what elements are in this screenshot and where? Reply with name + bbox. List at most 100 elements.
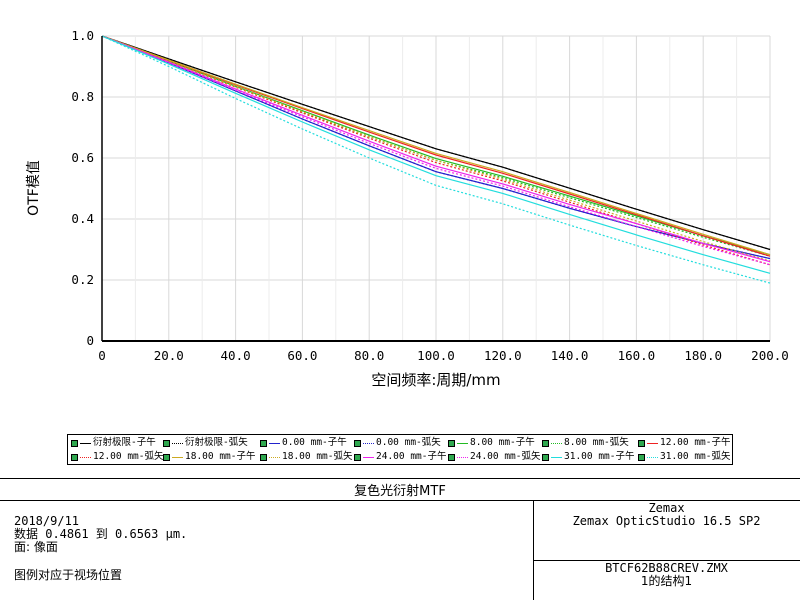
info-panel xyxy=(0,478,800,600)
legend-item: 衍射极限-弧矢 xyxy=(163,436,248,450)
legend-item: 31.00 mm-子午 xyxy=(542,450,634,464)
plot-curves xyxy=(101,35,771,284)
divider xyxy=(0,500,800,501)
config-text: 1的结构1 xyxy=(640,574,693,588)
legend-swatch xyxy=(647,442,658,444)
legend-item: 24.00 mm-子午 xyxy=(354,450,446,464)
legend-item: 18.00 mm-弧矢 xyxy=(260,450,352,464)
legend-item: 0.00 mm-弧矢 xyxy=(354,436,441,450)
legend-swatch xyxy=(363,442,374,444)
series-line xyxy=(101,35,771,263)
legend-item: 衍射极限-子午 xyxy=(71,436,156,450)
x-tick-labels: 0 20.0 40.0 60.0 80.0 100.0 120.0 140.0 160.0 180… xyxy=(98,348,789,363)
series-line xyxy=(101,35,771,262)
legend-swatch xyxy=(551,442,562,444)
info-right-top: Zemax Zemax OpticStudio 16.5 SP2 xyxy=(533,502,800,528)
legend-item: 0.00 mm-子午 xyxy=(260,436,347,450)
filename-text: BTCF62B88CREV.ZMX xyxy=(605,561,728,575)
y-tick-label: 0.2 xyxy=(71,272,94,287)
legend-checkbox-icon xyxy=(71,453,78,461)
legend-checkbox-icon xyxy=(260,453,267,461)
legend-checkbox-icon xyxy=(542,453,549,461)
legend-item: 8.00 mm-弧矢 xyxy=(542,436,629,450)
legend-item: 12.00 mm-子午 xyxy=(638,436,730,450)
legend-note: 图例对应于视场位置 xyxy=(14,568,123,582)
legend-label: 8.00 mm-子午 xyxy=(470,437,535,448)
legend-checkbox-icon xyxy=(163,439,170,447)
x-tick-label: 0 xyxy=(98,348,106,363)
series-line xyxy=(101,35,771,274)
legend-swatch xyxy=(269,442,280,444)
legend-label: 0.00 mm-弧矢 xyxy=(376,437,441,448)
legend-label: 0.00 mm-子午 xyxy=(282,437,347,448)
legend-swatch xyxy=(647,456,658,458)
series-line xyxy=(101,35,771,266)
legend-swatch xyxy=(172,442,183,444)
legend-swatch xyxy=(457,456,468,458)
series-line xyxy=(101,35,771,251)
y-tick-label: 0 xyxy=(86,333,94,348)
legend-swatch xyxy=(80,442,91,444)
legend-swatch xyxy=(80,456,91,458)
legend-checkbox-icon xyxy=(260,439,267,447)
company-text: Zemax xyxy=(648,501,685,515)
legend-label: 8.00 mm-弧矢 xyxy=(564,437,629,448)
legend-label: 18.00 mm-弧矢 xyxy=(282,451,353,462)
legend-label: 18.00 mm-子午 xyxy=(185,451,256,462)
legend-checkbox-icon xyxy=(542,439,549,447)
legend-label: 衍射极限-弧矢 xyxy=(185,437,248,448)
divider xyxy=(533,500,534,600)
legend-item: 8.00 mm-子午 xyxy=(448,436,535,450)
y-tick-label: 0.8 xyxy=(71,89,94,104)
plot-grid xyxy=(101,35,771,342)
legend-checkbox-icon xyxy=(71,439,78,447)
y-tick-label: 0.4 xyxy=(71,211,94,226)
y-axis-label: OTF模值 xyxy=(26,160,42,216)
wavelength-text: 数据 0.4861 到 0.6563 μm. xyxy=(14,527,188,541)
x-axis-label: 空间频率:周期/mm xyxy=(371,371,500,389)
info-right-bottom: BTCF62B88CREV.ZMX 1的结构1 xyxy=(533,562,800,588)
legend-label: 31.00 mm-弧矢 xyxy=(660,451,731,462)
legend-checkbox-icon xyxy=(163,453,170,461)
legend-item: 12.00 mm-弧矢 xyxy=(71,450,163,464)
legend-label: 31.00 mm-子午 xyxy=(564,451,635,462)
x-tick-label: 40.0 xyxy=(221,348,251,363)
series-line xyxy=(101,35,771,284)
legend-swatch xyxy=(172,456,183,458)
x-tick-label: 100.0 xyxy=(417,348,455,363)
legend-checkbox-icon xyxy=(448,453,455,461)
legend-swatch xyxy=(551,456,562,458)
legend-item: 31.00 mm-弧矢 xyxy=(638,450,730,464)
x-tick-label: 60.0 xyxy=(287,348,317,363)
legend-swatch xyxy=(363,456,374,458)
software-text: Zemax OpticStudio 16.5 SP2 xyxy=(572,514,761,528)
y-tick-label: 0.6 xyxy=(71,150,94,165)
info-left: 2018/9/11 数据 0.4861 到 0.6563 μm. 面: 像面 xyxy=(14,515,187,554)
legend-swatch xyxy=(457,442,468,444)
y-tick-labels: 0 0.2 0.4 0.6 0.8 1.0 xyxy=(71,28,94,348)
legend-label: 衍射极限-子午 xyxy=(93,437,156,448)
legend-checkbox-icon xyxy=(354,453,361,461)
legend-label: 24.00 mm-弧矢 xyxy=(470,451,541,462)
x-tick-label: 160.0 xyxy=(618,348,656,363)
legend-item: 24.00 mm-弧矢 xyxy=(448,450,540,464)
y-tick-label: 1.0 xyxy=(71,28,94,43)
x-tick-label: 140.0 xyxy=(551,348,589,363)
legend-label: 12.00 mm-弧矢 xyxy=(93,451,164,462)
series-line xyxy=(101,35,771,266)
legend: 衍射极限-子午 衍射极限-弧矢 0.00 mm-子午 0.00 mm-弧矢 8.00 m… xyxy=(67,434,733,465)
legend-checkbox-icon xyxy=(638,439,645,447)
chart-title: 复色光衍射MTF xyxy=(354,484,446,499)
x-tick-label: 80.0 xyxy=(354,348,384,363)
x-tick-label: 180.0 xyxy=(684,348,722,363)
date-text: 2018/9/11 xyxy=(14,514,80,528)
series-line xyxy=(101,35,771,256)
legend-label: 24.00 mm-子午 xyxy=(376,451,447,462)
legend-item: 18.00 mm-子午 xyxy=(163,450,255,464)
divider xyxy=(533,560,800,561)
plot-axes xyxy=(101,36,770,342)
legend-checkbox-icon xyxy=(638,453,645,461)
legend-label: 12.00 mm-子午 xyxy=(660,437,731,448)
x-tick-label: 200.0 xyxy=(751,348,789,363)
mtf-plot: 0 20.0 40.0 60.0 80.0 100.0 120.0 140.0 160.0 180… xyxy=(26,28,789,389)
